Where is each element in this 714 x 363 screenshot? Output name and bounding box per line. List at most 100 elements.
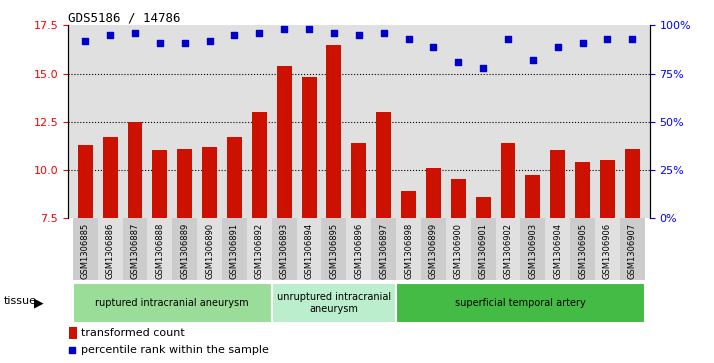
- Point: [378, 30, 389, 36]
- Point: [278, 26, 290, 32]
- Bar: [227, 137, 242, 218]
- Text: GSM1306893: GSM1306893: [280, 223, 288, 279]
- Text: unruptured intracranial
aneurysm: unruptured intracranial aneurysm: [277, 292, 391, 314]
- Text: GSM1306892: GSM1306892: [255, 223, 263, 279]
- Bar: [376, 112, 391, 218]
- Bar: [296, 218, 321, 280]
- Point: [602, 36, 613, 42]
- Point: [228, 32, 240, 38]
- Point: [478, 65, 489, 71]
- Bar: [521, 218, 545, 280]
- FancyBboxPatch shape: [272, 283, 396, 323]
- Bar: [252, 112, 267, 218]
- Text: transformed count: transformed count: [81, 328, 185, 338]
- Point: [552, 44, 563, 49]
- Point: [129, 30, 141, 36]
- FancyBboxPatch shape: [396, 283, 645, 323]
- Bar: [595, 218, 620, 280]
- Bar: [103, 137, 118, 218]
- Bar: [526, 175, 540, 218]
- Bar: [476, 197, 491, 218]
- FancyBboxPatch shape: [73, 283, 272, 323]
- Bar: [501, 143, 516, 218]
- Bar: [371, 218, 396, 280]
- Point: [303, 26, 315, 32]
- Bar: [247, 218, 272, 280]
- Bar: [123, 218, 147, 280]
- Bar: [550, 150, 565, 218]
- Bar: [152, 150, 167, 218]
- Bar: [346, 218, 371, 280]
- Bar: [575, 162, 590, 218]
- Bar: [600, 160, 615, 218]
- Text: GSM1306894: GSM1306894: [305, 223, 313, 279]
- Text: GSM1306901: GSM1306901: [478, 223, 488, 279]
- Bar: [301, 77, 316, 218]
- Point: [253, 30, 265, 36]
- Bar: [321, 218, 346, 280]
- Text: GSM1306897: GSM1306897: [379, 223, 388, 279]
- Bar: [177, 148, 192, 218]
- Point: [328, 30, 340, 36]
- Text: GSM1306891: GSM1306891: [230, 223, 239, 279]
- Bar: [172, 218, 197, 280]
- Bar: [471, 218, 496, 280]
- Text: ▶: ▶: [34, 297, 44, 310]
- Text: GSM1306895: GSM1306895: [329, 223, 338, 279]
- Point: [577, 40, 588, 46]
- Point: [154, 40, 166, 46]
- Point: [179, 40, 191, 46]
- Point: [428, 44, 439, 49]
- Text: percentile rank within the sample: percentile rank within the sample: [81, 345, 268, 355]
- Point: [627, 36, 638, 42]
- Text: GSM1306903: GSM1306903: [528, 223, 538, 279]
- Text: GSM1306885: GSM1306885: [81, 223, 90, 279]
- Bar: [78, 145, 93, 218]
- Bar: [545, 218, 570, 280]
- Point: [527, 57, 538, 63]
- Point: [453, 59, 464, 65]
- Point: [403, 36, 414, 42]
- Bar: [73, 218, 98, 280]
- Text: GSM1306890: GSM1306890: [205, 223, 214, 279]
- Text: GSM1306902: GSM1306902: [503, 223, 513, 279]
- Point: [204, 38, 216, 44]
- Text: GSM1306899: GSM1306899: [429, 223, 438, 279]
- Text: GSM1306888: GSM1306888: [156, 223, 164, 279]
- Text: tissue: tissue: [4, 296, 36, 306]
- Point: [66, 347, 78, 353]
- Text: GSM1306886: GSM1306886: [106, 223, 115, 279]
- Bar: [496, 218, 521, 280]
- Bar: [277, 66, 291, 218]
- Bar: [147, 218, 172, 280]
- Point: [104, 32, 116, 38]
- Bar: [620, 218, 645, 280]
- Text: ruptured intracranial aneurysm: ruptured intracranial aneurysm: [96, 298, 249, 308]
- Text: GSM1306887: GSM1306887: [131, 223, 139, 279]
- Bar: [326, 45, 341, 218]
- Point: [353, 32, 364, 38]
- Text: GSM1306906: GSM1306906: [603, 223, 612, 279]
- Bar: [625, 148, 640, 218]
- Bar: [202, 147, 217, 218]
- Text: GSM1306905: GSM1306905: [578, 223, 587, 279]
- Bar: [446, 218, 471, 280]
- Bar: [396, 218, 421, 280]
- Text: GSM1306904: GSM1306904: [553, 223, 562, 279]
- Bar: [222, 218, 247, 280]
- Bar: [426, 168, 441, 218]
- Bar: [351, 143, 366, 218]
- Point: [502, 36, 513, 42]
- Text: GSM1306900: GSM1306900: [454, 223, 463, 279]
- Bar: [272, 218, 296, 280]
- Text: GSM1306896: GSM1306896: [354, 223, 363, 279]
- Bar: [98, 218, 123, 280]
- Text: GSM1306889: GSM1306889: [180, 223, 189, 279]
- Text: GSM1306907: GSM1306907: [628, 223, 637, 279]
- Bar: [451, 179, 466, 218]
- Bar: [401, 191, 416, 218]
- Bar: [69, 327, 76, 339]
- Text: GSM1306898: GSM1306898: [404, 223, 413, 279]
- Bar: [421, 218, 446, 280]
- Bar: [197, 218, 222, 280]
